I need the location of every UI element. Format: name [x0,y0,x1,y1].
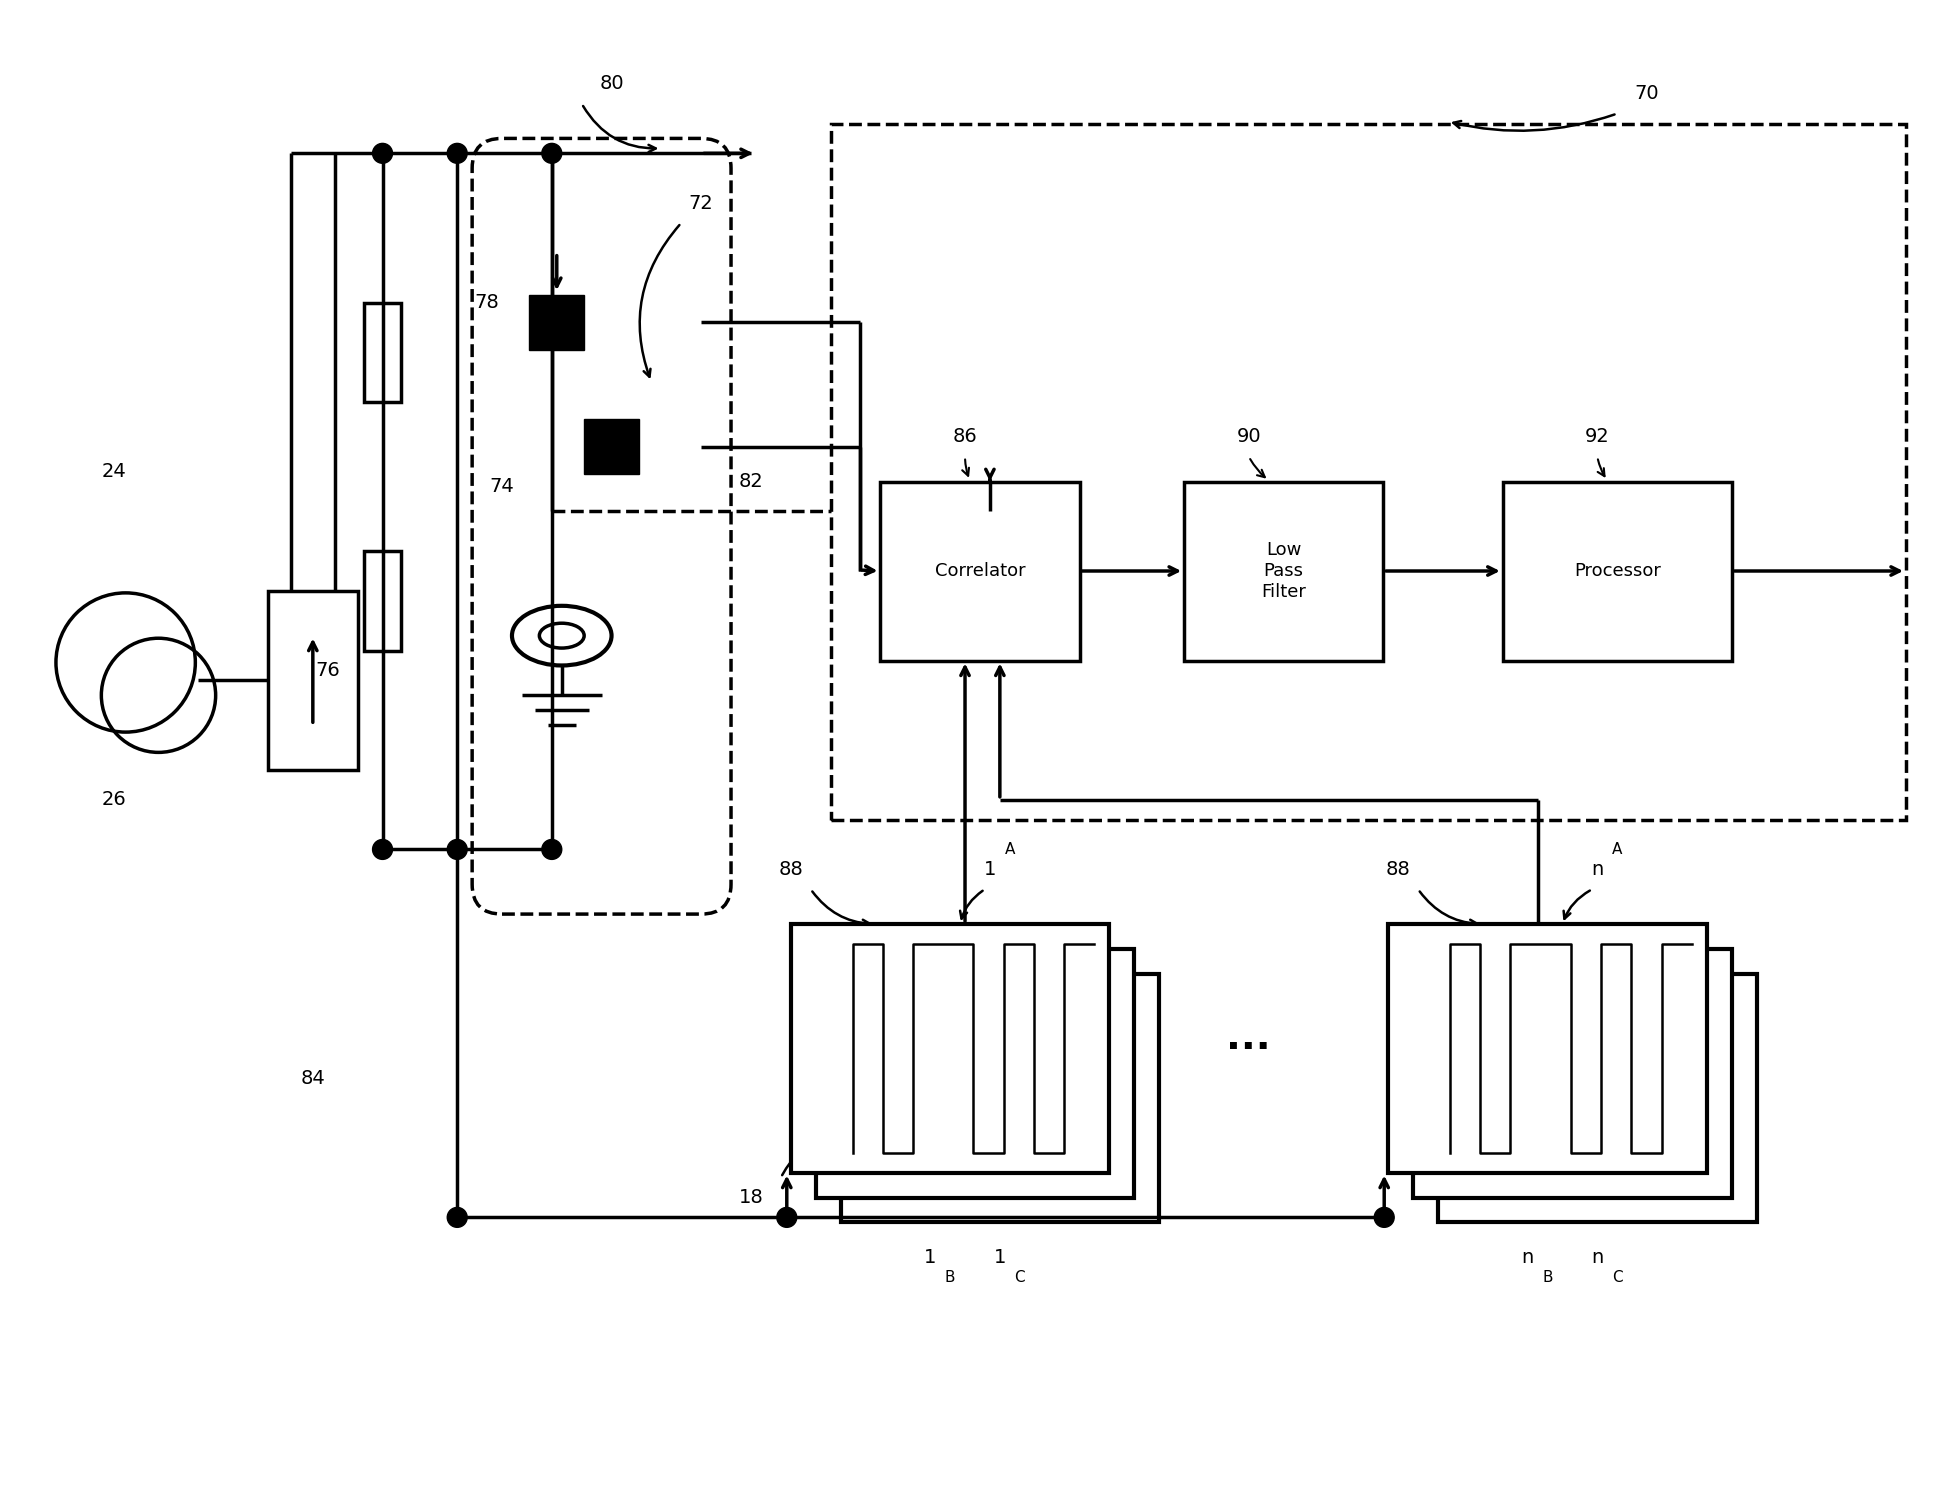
Text: A: A [1004,842,1016,856]
Bar [791,924,1109,1173]
Text: 0: 0 [1393,1041,1401,1056]
Bar [364,303,401,402]
Text: 80: 80 [599,74,624,93]
FancyBboxPatch shape [473,138,731,914]
Text: A: A [1612,842,1622,856]
Text: -1: -1 [1393,1146,1407,1160]
Text: -1: -1 [797,1146,808,1160]
Circle shape [777,1208,797,1227]
Text: 88: 88 [1386,859,1411,879]
Text: 88: 88 [779,859,802,879]
Bar [1184,482,1384,660]
Bar [583,420,640,474]
Text: 1: 1 [994,1248,1006,1266]
Text: 76: 76 [316,662,341,680]
Text: 82: 82 [738,472,764,490]
Text: 1: 1 [1393,938,1401,951]
Text: 70: 70 [1636,84,1659,104]
Bar [831,123,1905,819]
Bar [880,482,1079,660]
Text: 18: 18 [738,1188,764,1208]
Text: C: C [1014,1269,1025,1284]
Text: 92: 92 [1585,427,1610,447]
Bar [1438,974,1756,1222]
Text: 90: 90 [1236,427,1262,447]
Circle shape [448,840,467,860]
Circle shape [372,144,393,164]
Text: 24: 24 [101,462,126,482]
Circle shape [543,840,562,860]
Bar [841,974,1159,1222]
Text: 1: 1 [924,1248,936,1266]
Text: n: n [1591,1248,1603,1266]
Text: 26: 26 [101,790,126,808]
Text: Correlator: Correlator [934,562,1025,580]
Text: 1: 1 [985,859,996,879]
Text: 84: 84 [300,1068,326,1088]
Text: B: B [1543,1269,1552,1284]
Text: Processor: Processor [1574,562,1661,580]
Text: Low
Pass
Filter: Low Pass Filter [1262,542,1306,602]
Circle shape [372,840,393,860]
Bar [816,950,1134,1197]
Text: C: C [1612,1269,1622,1284]
Text: ···: ··· [1227,1029,1271,1068]
Circle shape [448,1208,467,1227]
Text: n: n [1591,859,1603,879]
Ellipse shape [539,622,583,648]
Text: n: n [1521,1248,1533,1266]
Text: 1: 1 [797,938,804,951]
Bar [1413,950,1733,1197]
Bar [1502,482,1733,660]
Bar [1388,924,1707,1173]
Circle shape [1374,1208,1393,1227]
Text: 74: 74 [490,477,514,496]
Circle shape [448,144,467,164]
Bar [529,296,583,350]
Text: 78: 78 [475,292,500,312]
Text: 72: 72 [688,194,713,213]
Text: B: B [946,1269,955,1284]
Text: 86: 86 [953,427,977,447]
Bar [364,550,401,651]
Text: 0: 0 [797,1041,804,1056]
Circle shape [543,144,562,164]
Bar [267,591,359,770]
